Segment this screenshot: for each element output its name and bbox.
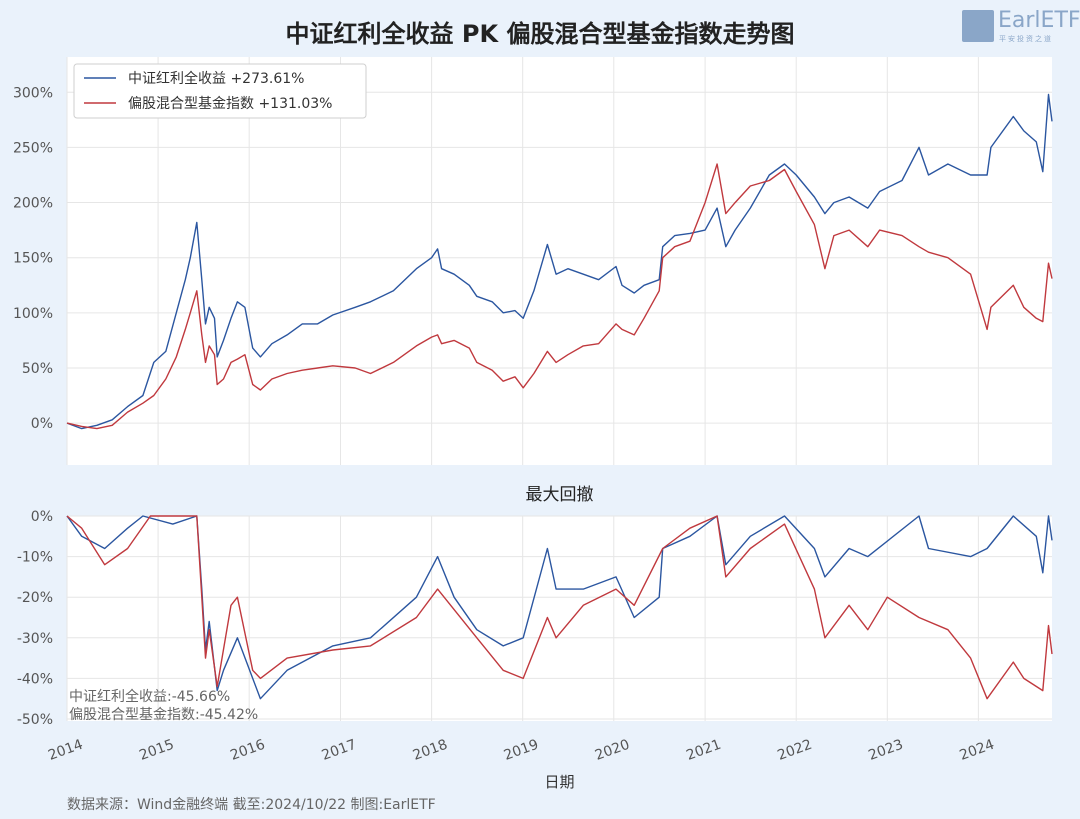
- drawdown-ytick-label: -30%: [17, 631, 53, 647]
- xtick-label-2019: 2019: [502, 737, 541, 764]
- drawdown-ytick-label: -50%: [17, 712, 53, 728]
- xtick-label-2017: 2017: [320, 737, 359, 764]
- top-ytick-label: 150%: [13, 251, 53, 267]
- drawdown-ytick-label: -20%: [17, 590, 53, 606]
- top-panel: 0% 50% 100% 150% 200% 250% 300% 中证红利全收益 +273.61…: [13, 57, 1053, 465]
- top-ytick-label: 100%: [13, 306, 53, 322]
- logo-subtitle: 平安投资之道: [999, 35, 1053, 43]
- drawdown-annotation-1: 偏股混合型基金指数:-45.42%: [69, 706, 258, 723]
- x-axis: 2014 2015 2016 2017 2018 2019 2020 2021 2022 2023…: [46, 737, 996, 790]
- xtick-label-2024: 2024: [958, 737, 997, 764]
- top-series-line-0: [66, 93, 1053, 430]
- top-plot-area: [67, 57, 1052, 465]
- drawdown-annotation-0: 中证红利全收益:-45.66%: [69, 688, 230, 705]
- chart-title: 中证红利全收益 PK 偏股混合型基金指数走势图: [285, 20, 795, 48]
- x-axis-label: 日期: [544, 773, 574, 790]
- xtick-label-2020: 2020: [593, 737, 632, 764]
- logo-text: EarlETF: [998, 8, 1080, 33]
- xtick-label-2016: 2016: [228, 737, 267, 764]
- xtick-label-2023: 2023: [866, 737, 905, 764]
- top-ytick-label: 200%: [13, 196, 53, 212]
- xtick-label-2022: 2022: [775, 737, 814, 764]
- earletf-logo: EarlETF 平安投资之道: [962, 8, 1080, 44]
- xtick-label-2015: 2015: [137, 737, 176, 764]
- logo-mark-icon: [962, 10, 994, 42]
- drawdown-panel: 0% -10% -20% -30% -40% -50% 最大回撤中证红利全收益:-45.66…: [17, 485, 1053, 728]
- drawdown-ytick-label: 0%: [31, 509, 53, 525]
- drawdown-ytick-label: -10%: [17, 550, 53, 566]
- drawdown-ytick-label: -40%: [17, 671, 53, 687]
- legend-box: [73, 63, 367, 119]
- top-series-line-1: [66, 163, 1053, 430]
- xtick-label-2021: 2021: [684, 737, 723, 764]
- top-ytick-label: 0%: [31, 416, 53, 432]
- xtick-label-2014: 2014: [46, 737, 85, 764]
- top-ytick-label: 250%: [13, 140, 53, 156]
- legend-label-1: 偏股混合型基金指数 +131.03%: [128, 95, 332, 112]
- chart-svg: 0% 50% 100% 150% 200% 250% 300% 中证红利全收益 +273.61…: [13, 57, 1053, 790]
- xtick-label-2018: 2018: [411, 737, 450, 764]
- source-footer: 数据来源：Wind金融终端 截至:2024/10/22 制图:EarlETF: [67, 797, 436, 813]
- drawdown-plot-area: [67, 516, 1052, 721]
- drawdown-series-line-1: [66, 515, 1053, 700]
- top-ytick-label: 300%: [13, 85, 53, 101]
- legend-label-0: 中证红利全收益 +273.61%: [128, 70, 304, 87]
- drawdown-title: 最大回撤: [526, 485, 594, 505]
- top-ytick-label: 50%: [22, 361, 53, 377]
